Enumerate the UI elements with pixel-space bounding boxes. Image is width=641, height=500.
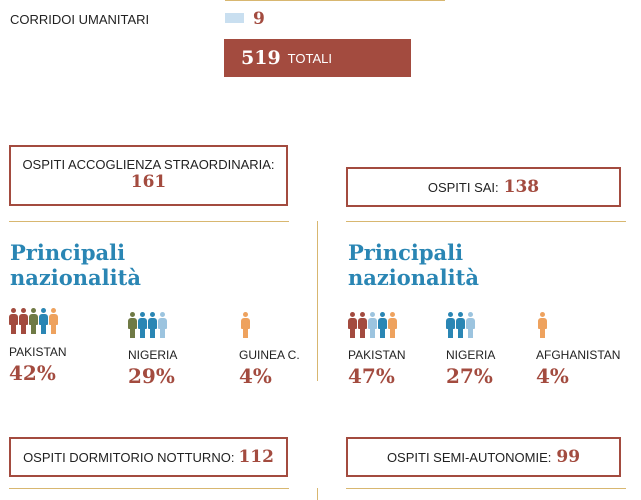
right-header-box: OSPITI SAI: 138 xyxy=(346,167,621,207)
left-heading-line2: nazionalità xyxy=(10,265,141,290)
totali-value: 519 xyxy=(241,47,281,69)
right-item-2-name: AFGHANISTAN xyxy=(536,348,621,362)
person-teal-icon xyxy=(138,312,147,338)
corridoi-swatch xyxy=(225,13,244,23)
right-heading-line2: nazionalità xyxy=(348,265,479,290)
left-item-2-icons xyxy=(241,312,250,338)
left-header-label: OSPITI ACCOGLIENZA STRAORDINARIA: xyxy=(22,157,275,172)
person-teal-icon xyxy=(446,312,455,338)
person-red-icon xyxy=(348,312,357,338)
person-lightblue-icon xyxy=(368,312,377,338)
right-item-0-icons xyxy=(348,312,397,338)
left-divider-bottom xyxy=(9,488,289,489)
right-item-2-pct: 4% xyxy=(536,364,569,388)
right-header-label: OSPITI SAI: xyxy=(427,179,499,195)
person-olive-icon xyxy=(128,312,137,338)
right-item-1-pct: 27% xyxy=(446,364,493,388)
left-item-0-name: PAKISTAN xyxy=(9,345,67,359)
person-lightblue-icon xyxy=(466,312,475,338)
left-item-1-icons xyxy=(128,312,167,338)
right-header-value: 138 xyxy=(503,177,540,197)
right-divider-bottom xyxy=(346,488,626,489)
left-heading: Principali nazionalità xyxy=(10,240,141,290)
corridoi-value: 9 xyxy=(253,9,265,29)
left-item-1-pct: 29% xyxy=(128,364,175,388)
right-item-0-name: PAKISTAN xyxy=(348,348,406,362)
right-divider-top xyxy=(346,221,626,222)
person-red-icon xyxy=(19,308,28,334)
left-header-value: 161 xyxy=(130,172,167,192)
person-orange-icon xyxy=(538,312,547,338)
right-bottom-label: OSPITI SEMI-AUTONOMIE: xyxy=(386,449,552,465)
right-item-0-pct: 47% xyxy=(348,364,395,388)
left-item-0-pct: 42% xyxy=(9,361,56,385)
right-item-1-name: NIGERIA xyxy=(446,348,496,362)
left-item-2-name: GUINEA C. xyxy=(239,348,300,362)
left-header-box: OSPITI ACCOGLIENZA STRAORDINARIA: 161 xyxy=(9,145,288,206)
person-orange-icon xyxy=(388,312,397,338)
right-bottom-value: 99 xyxy=(556,447,581,467)
left-bottom-box: OSPITI DORMITORIO NOTTURNO: 112 xyxy=(9,437,288,477)
left-bottom-label: OSPITI DORMITORIO NOTTURNO: xyxy=(23,449,235,465)
left-item-2-pct: 4% xyxy=(239,364,272,388)
person-teal-icon xyxy=(148,312,157,338)
left-heading-line1: Principali xyxy=(10,240,126,265)
person-teal-icon xyxy=(456,312,465,338)
person-orange-icon xyxy=(241,312,250,338)
left-item-1-name: NIGERIA xyxy=(128,348,178,362)
left-item-0-icons xyxy=(9,308,58,334)
right-heading: Principali nazionalità xyxy=(348,240,479,290)
center-divider-bottom xyxy=(317,488,318,500)
person-orange-icon xyxy=(49,308,58,334)
totali-label: TOTALI xyxy=(287,50,332,66)
person-red-icon xyxy=(9,308,18,334)
person-red-icon xyxy=(358,312,367,338)
right-heading-line1: Principali xyxy=(348,240,464,265)
left-divider-top xyxy=(9,221,289,222)
left-bottom-value: 112 xyxy=(238,447,274,467)
center-divider xyxy=(317,221,318,381)
right-item-1-icons xyxy=(446,312,475,338)
person-teal-icon xyxy=(39,308,48,334)
person-lightblue-icon xyxy=(158,312,167,338)
totali-box: 519 TOTALI xyxy=(224,39,411,77)
right-item-2-icons xyxy=(538,312,547,338)
person-olive-icon xyxy=(29,308,38,334)
right-bottom-box: OSPITI SEMI-AUTONOMIE: 99 xyxy=(346,437,621,477)
corridoi-label: CORRIDOI UMANITARI xyxy=(10,12,150,27)
top-rule xyxy=(225,0,445,1)
person-teal-icon xyxy=(378,312,387,338)
